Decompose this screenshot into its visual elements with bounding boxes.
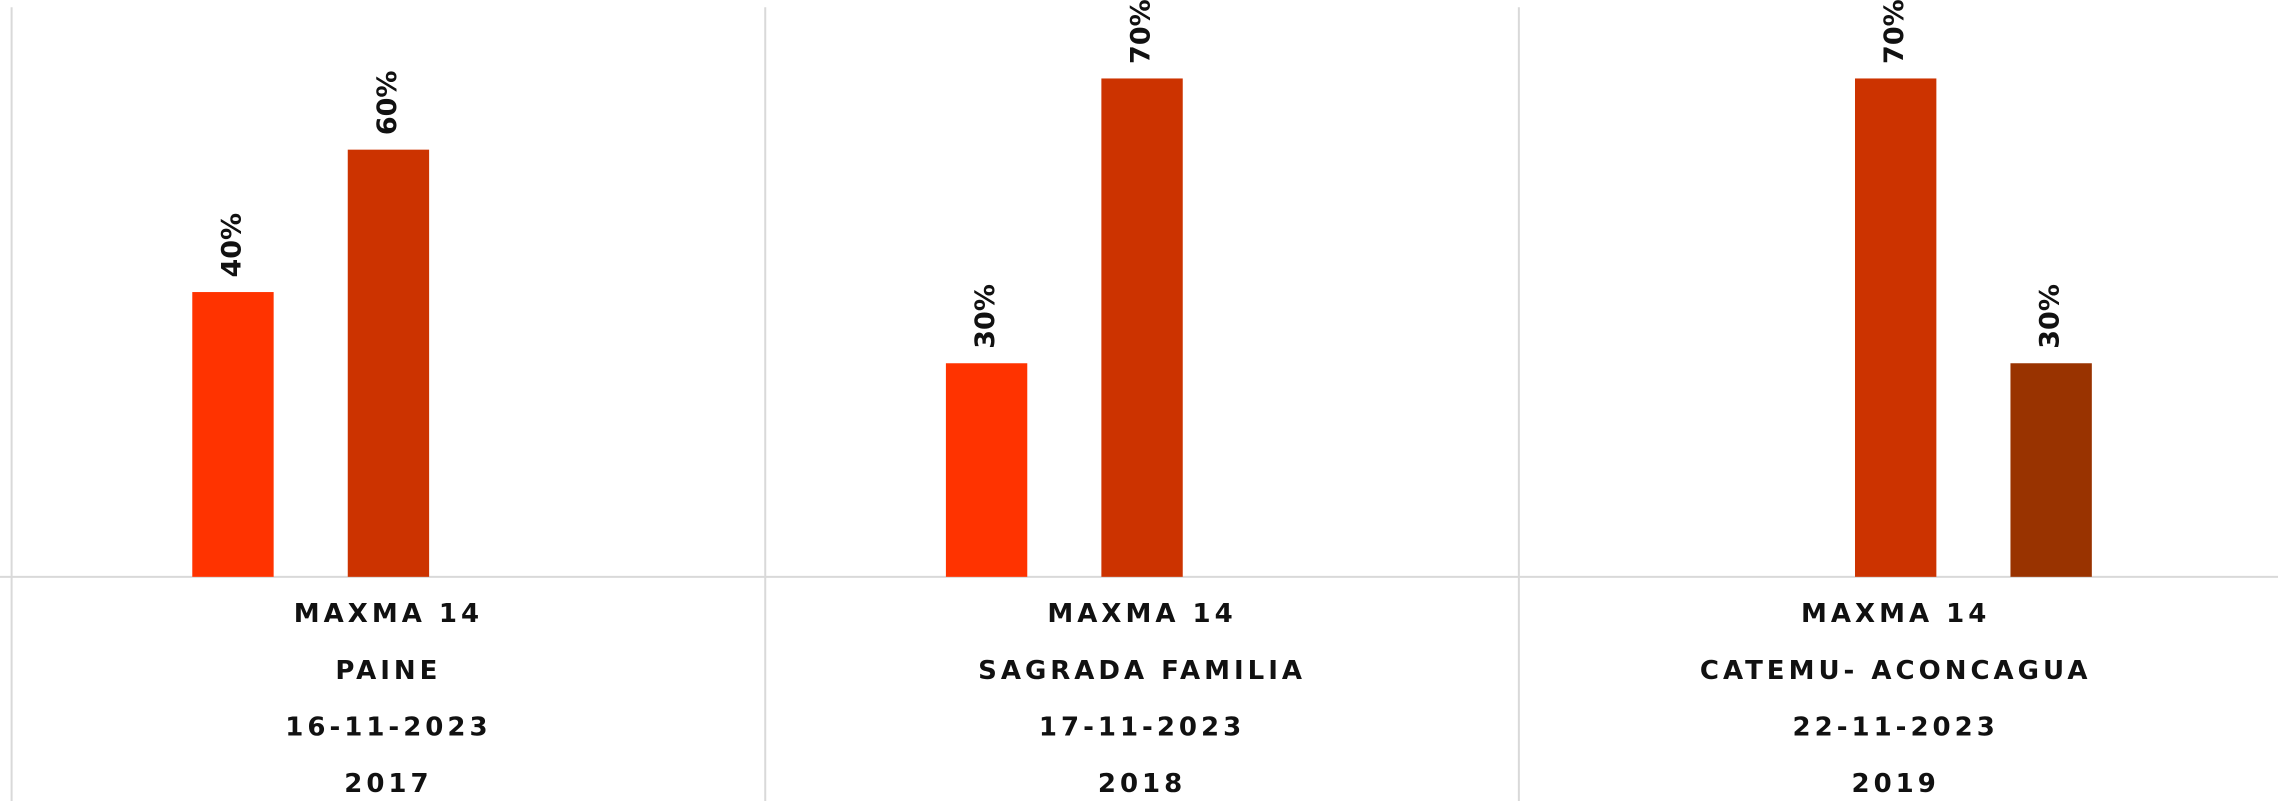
value-label: 30% — [2035, 284, 2066, 349]
bar — [192, 292, 274, 577]
bar — [2010, 363, 2092, 577]
x-category-label: 2019 — [1851, 769, 1939, 799]
x-category-label: SAGRADA FAMILIA — [978, 656, 1306, 686]
x-category-label: CATEMU- ACONCAGUA — [1700, 656, 2092, 686]
x-category-label: 2017 — [344, 769, 432, 799]
bar — [1101, 78, 1183, 577]
bar — [945, 363, 1028, 577]
value-label: 30% — [970, 284, 1001, 349]
value-label: 70% — [1879, 0, 1910, 64]
bar — [347, 149, 430, 577]
bar — [1854, 78, 1937, 577]
x-category-label: PAINE — [335, 656, 441, 686]
x-category-label: MAXMA 14 — [1801, 599, 1990, 629]
value-label: 40% — [216, 213, 247, 278]
value-label: 60% — [372, 70, 403, 135]
x-category-label: MAXMA 14 — [294, 599, 483, 629]
x-category-label: 22-11-2023 — [1793, 712, 1999, 742]
x-category-label: 2018 — [1098, 769, 1186, 799]
value-label: 70% — [1126, 0, 1157, 64]
x-category-label: 16-11-2023 — [285, 712, 491, 742]
x-category-label: MAXMA 14 — [1047, 599, 1236, 629]
x-category-label: 17-11-2023 — [1039, 712, 1245, 742]
